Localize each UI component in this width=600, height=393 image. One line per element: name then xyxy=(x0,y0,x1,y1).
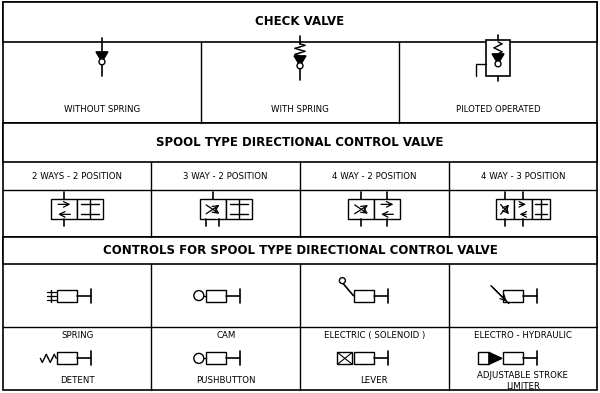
Polygon shape xyxy=(294,56,306,66)
Bar xyxy=(3,2,597,123)
Bar xyxy=(478,353,489,364)
Text: ELECTRO - HYDRAULIC: ELECTRO - HYDRAULIC xyxy=(474,331,572,340)
Text: ELECTRIC ( SOLENOID ): ELECTRIC ( SOLENOID ) xyxy=(323,331,425,340)
Bar xyxy=(3,237,597,390)
Circle shape xyxy=(495,61,501,67)
Text: PUSHBUTTON: PUSHBUTTON xyxy=(196,376,256,385)
Bar xyxy=(496,199,514,219)
Bar xyxy=(374,199,400,219)
Bar xyxy=(3,123,597,237)
Circle shape xyxy=(297,63,303,69)
Text: SPRING: SPRING xyxy=(61,331,94,340)
Bar xyxy=(503,353,523,364)
Bar xyxy=(51,199,77,219)
Text: DETENT: DETENT xyxy=(60,376,95,385)
Text: PILOTED OPERATED: PILOTED OPERATED xyxy=(456,105,541,114)
Text: www.coalhandlingplants.com: www.coalhandlingplants.com xyxy=(224,300,376,310)
Bar xyxy=(3,237,597,264)
Circle shape xyxy=(194,353,204,364)
Bar xyxy=(3,123,597,162)
Bar xyxy=(355,353,374,364)
Bar xyxy=(206,290,226,301)
Bar xyxy=(206,353,226,364)
Text: ADJUSTABLE STROKE
LIMITER: ADJUSTABLE STROKE LIMITER xyxy=(478,371,568,391)
Polygon shape xyxy=(492,54,504,64)
Circle shape xyxy=(99,59,105,65)
Text: SPOOL TYPE DIRECTIONAL CONTROL VALVE: SPOOL TYPE DIRECTIONAL CONTROL VALVE xyxy=(157,136,443,149)
Bar xyxy=(200,199,226,219)
Bar xyxy=(3,2,597,42)
Bar xyxy=(57,290,77,301)
Text: www.coalhandlingplants.com: www.coalhandlingplants.com xyxy=(224,90,376,100)
Text: 2 WAYS - 2 POSITION: 2 WAYS - 2 POSITION xyxy=(32,172,122,181)
Circle shape xyxy=(340,277,346,284)
Text: 3 WAY - 2 POSITION: 3 WAY - 2 POSITION xyxy=(184,172,268,181)
Text: CONTROLS FOR SPOOL TYPE DIRECTIONAL CONTROL VALVE: CONTROLS FOR SPOOL TYPE DIRECTIONAL CONT… xyxy=(103,244,497,257)
Circle shape xyxy=(194,290,204,301)
Bar xyxy=(349,199,374,219)
Bar xyxy=(355,290,374,301)
Text: WITHOUT SPRING: WITHOUT SPRING xyxy=(64,105,140,114)
Bar xyxy=(503,290,523,301)
Text: LEVER: LEVER xyxy=(361,376,388,385)
Polygon shape xyxy=(489,353,502,364)
Polygon shape xyxy=(96,52,108,62)
Text: CAM: CAM xyxy=(216,331,235,340)
Bar xyxy=(337,353,352,364)
Text: www.coalhandlingplants.com: www.coalhandlingplants.com xyxy=(224,204,376,214)
Bar xyxy=(486,40,510,76)
Bar xyxy=(532,199,550,219)
Text: CHECK VALVE: CHECK VALVE xyxy=(256,15,344,28)
Bar xyxy=(226,199,251,219)
Bar xyxy=(514,199,532,219)
Bar xyxy=(77,199,103,219)
Text: WITH SPRING: WITH SPRING xyxy=(271,105,329,114)
Bar xyxy=(57,353,77,364)
Text: 4 WAY - 2 POSITION: 4 WAY - 2 POSITION xyxy=(332,172,416,181)
Text: 4 WAY - 3 POSITION: 4 WAY - 3 POSITION xyxy=(481,172,565,181)
